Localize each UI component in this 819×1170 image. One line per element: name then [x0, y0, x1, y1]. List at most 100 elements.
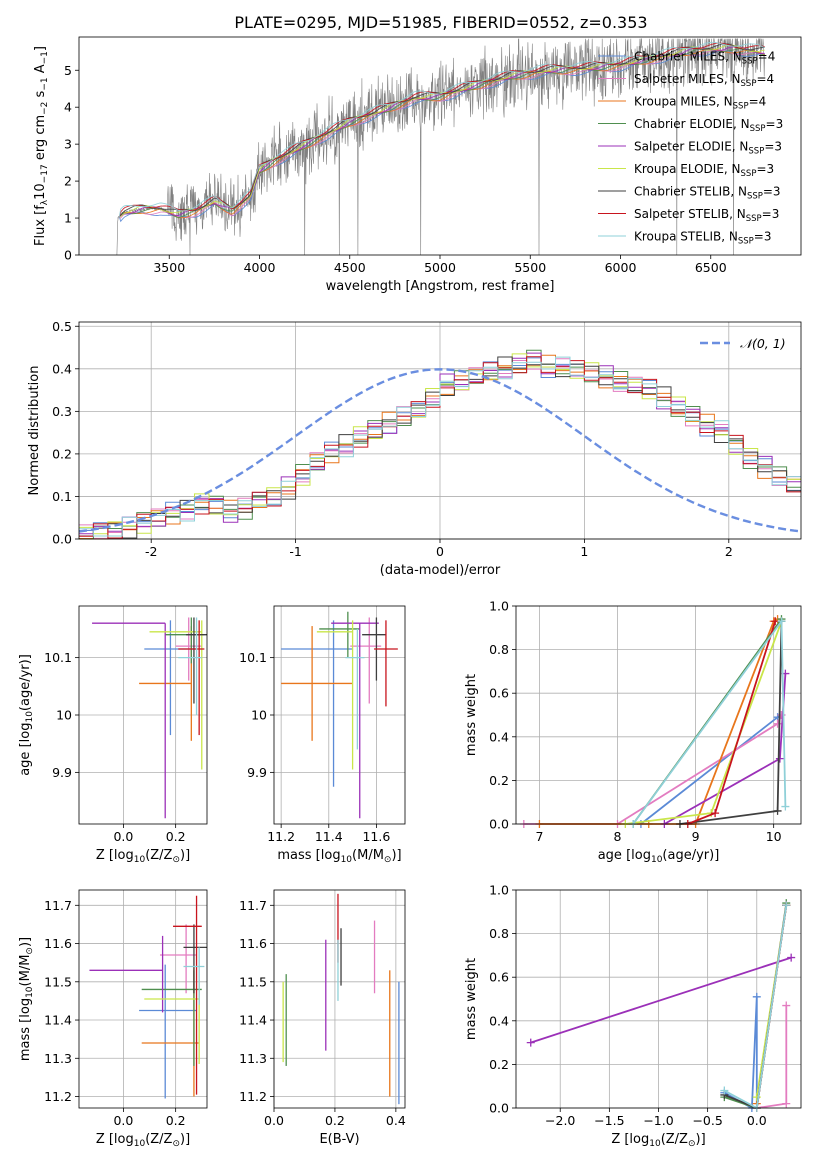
- label-script: ⊙: [25, 947, 35, 955]
- y-tick-label: 4: [64, 100, 72, 115]
- legend-entry: Salpeter ELODIE, NSSP=3: [634, 140, 782, 157]
- label-part: (M/M: [18, 955, 33, 987]
- weight-marker: [777, 617, 786, 626]
- y-tick-label: 1: [64, 211, 72, 226]
- grid: [273, 890, 405, 1108]
- x-tick-label: 10: [766, 829, 782, 844]
- legend: 𝒩(0, 1): [700, 336, 786, 351]
- label-part: Z [log: [96, 848, 134, 863]
- x-tick-label: 11.6: [362, 829, 390, 844]
- axes-frame: [273, 605, 406, 825]
- grid: [79, 606, 207, 824]
- weight-marker: [752, 1093, 761, 1102]
- label-part: )]: [180, 848, 190, 863]
- y-axis-label: Flux [fλ10−17 erg cm−2 s−1 A−1]: [33, 46, 50, 246]
- legend-entry: Kroupa ELODIE, NSSP=3: [634, 162, 774, 179]
- x-axis-label: mass [log10(M/M⊙)]: [277, 848, 401, 865]
- x-tick-label: 0.2: [325, 1113, 345, 1128]
- x-axis-label: Z [log10(Z/Z⊙)]: [96, 1132, 190, 1149]
- legend-entry: Kroupa MILES, NSSP=4: [634, 95, 766, 112]
- data-point: [316, 620, 354, 770]
- y-tick-label: 11.3: [44, 1051, 72, 1066]
- legend-text: Kroupa ELODIE, N: [634, 162, 741, 176]
- y-tick-label: 0.8: [489, 926, 509, 941]
- panel-residuals: -2 -1 0 1 2 0.0 0.1 0.2 0.3 0.4 0.5 (data-model)/er…: [27, 319, 802, 578]
- plot-area: [92, 617, 207, 819]
- weight-marker: [711, 809, 720, 818]
- weight-marker: [782, 1099, 791, 1108]
- legend-text: Kroupa MILES, N: [634, 95, 733, 109]
- x-tick-label: 2: [725, 544, 733, 559]
- y-tick-label: 1.0: [489, 599, 509, 614]
- y-tick-label: 0.2: [52, 446, 72, 461]
- model-fit-line: [117, 42, 765, 219]
- data-point: [144, 979, 200, 1065]
- panel-mass-vs-Z: 0.0 0.211.211.311.411.511.611.7Z [log10(Z…: [18, 889, 208, 1149]
- plot-area: [519, 615, 790, 828]
- plot-area: [281, 611, 398, 819]
- x-tick-label: 11.2: [267, 829, 295, 844]
- x-tick-label: 8: [614, 829, 622, 844]
- model-fit-line: [117, 48, 765, 219]
- label-part: age [log: [598, 848, 651, 863]
- y-tick-label: 10: [56, 708, 72, 723]
- legend-text: =4: [758, 50, 776, 64]
- x-tick-label: 5500: [514, 260, 546, 275]
- data-point: [141, 970, 202, 1066]
- label-part: 10: [33, 183, 48, 200]
- label-script: −1: [40, 77, 50, 90]
- x-tick-label: -2: [145, 544, 157, 559]
- label-script: ⊙: [688, 1139, 696, 1149]
- legend-text: =4: [756, 72, 774, 86]
- label-script: ⊙: [384, 855, 392, 865]
- legend-text: =3: [763, 185, 781, 199]
- x-tick-label: 9: [692, 829, 700, 844]
- x-axis-label: wavelength [Angstrom, rest frame]: [326, 279, 555, 294]
- legend-subscript: SSP: [738, 237, 754, 247]
- y-axis-label: Normed distribution: [27, 366, 42, 496]
- data-point: [141, 966, 200, 1097]
- label-part: A: [33, 64, 48, 77]
- legend-subscript: SSP: [733, 102, 749, 112]
- x-tick-label: −1.5: [594, 1113, 624, 1128]
- x-tick-label: 0.0: [264, 1113, 284, 1128]
- axes-frame: [78, 36, 802, 256]
- x-tick-label: −1.0: [643, 1113, 673, 1128]
- label-part: (Z/Z: [145, 848, 172, 863]
- weight-series: [720, 992, 761, 1112]
- x-tick-label: 0.0: [113, 829, 133, 844]
- weight-marker: [720, 1086, 729, 1095]
- legend-text: =3: [764, 140, 782, 154]
- y-tick-label: 11.7: [239, 898, 267, 913]
- legend-text: =3: [762, 207, 780, 221]
- y-axis-label: mass weight: [464, 958, 479, 1040]
- y-tick-label: 5: [64, 63, 72, 78]
- weight-series: [720, 901, 791, 1112]
- label-script: 10: [134, 1139, 146, 1149]
- x-tick-label: 0.4: [386, 1113, 406, 1128]
- x-tick-label: 1: [580, 544, 588, 559]
- y-tick-label: 0: [64, 248, 72, 263]
- data-point: [89, 935, 164, 1013]
- y-tick-label: 11.2: [239, 1089, 267, 1104]
- weight-series: [720, 901, 791, 1112]
- y-tick-label: 9.9: [52, 765, 72, 780]
- x-axis-label: Z [log10(Z/Z⊙)]: [96, 848, 190, 865]
- data-point: [374, 620, 398, 707]
- data-point: [159, 924, 197, 994]
- label-script: ⊙: [172, 1139, 180, 1149]
- axes-frame: [273, 889, 406, 1109]
- y-tick-label: 9.9: [247, 765, 267, 780]
- weight-series: [526, 953, 796, 1047]
- weight-marker: [782, 901, 791, 910]
- y-tick-label: 11.4: [44, 1013, 72, 1028]
- label-script: 10: [649, 1139, 661, 1149]
- x-tick-label: 6000: [605, 260, 637, 275]
- y-tick-label: 11.5: [44, 974, 72, 989]
- y-tick-label: 0.0: [52, 532, 72, 547]
- x-tick-label: 11.4: [315, 829, 343, 844]
- label-script: 10: [651, 855, 663, 865]
- y-tick-label: 11.6: [44, 936, 72, 951]
